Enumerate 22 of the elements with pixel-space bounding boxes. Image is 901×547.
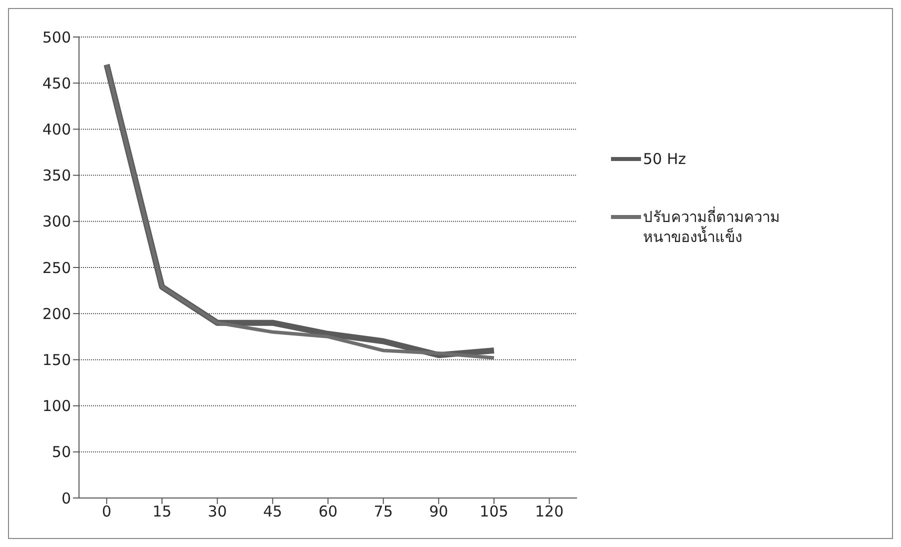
x-tick-label: 105 (480, 502, 508, 521)
y-tick-label: 300 (42, 212, 71, 231)
y-tick-label: 50 (52, 443, 71, 462)
x-tick-label: 45 (263, 502, 282, 521)
y-tick-label: 250 (42, 258, 71, 277)
legend-label: ปรับความถี่ตามความหนาของน้ำแข็ง (643, 207, 781, 247)
y-tick-label: 500 (42, 28, 71, 46)
x-tick-label: 75 (374, 502, 393, 521)
y-tick-label: 450 (42, 74, 71, 92)
x-tick-label: 15 (152, 502, 172, 521)
x-tick-label: 60 (318, 502, 338, 521)
x-tick-label: 120 (535, 502, 564, 521)
y-tick-label: 0 (61, 489, 71, 508)
x-tick-label: 30 (208, 502, 227, 521)
legend-label: 50 Hz (643, 149, 688, 169)
y-tick-label: 200 (42, 304, 71, 323)
y-tick-label: 400 (42, 120, 71, 139)
y-tick-label: 100 (42, 397, 71, 416)
x-tick-label: 0 (102, 502, 112, 521)
x-tick-label: 90 (429, 502, 448, 521)
y-tick-label: 350 (42, 166, 71, 185)
y-tick-label: 150 (42, 351, 71, 370)
